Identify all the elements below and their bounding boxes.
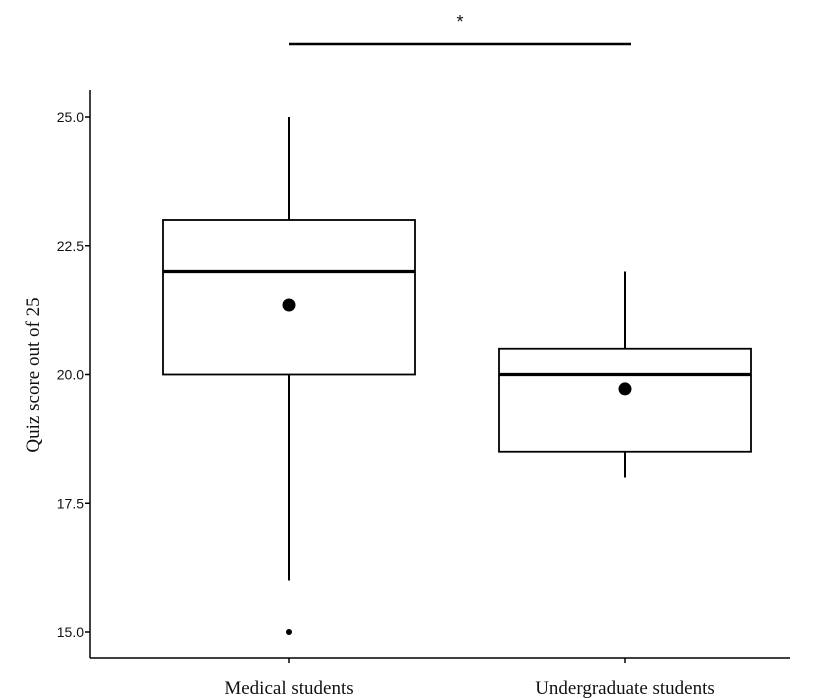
y-tick-label: 22.5 [57, 238, 84, 254]
x-ticks: Medical students Undergraduate students [224, 658, 715, 699]
mean-point [282, 298, 296, 312]
mean-point [618, 382, 632, 396]
y-tick-label: 17.5 [57, 495, 84, 511]
axes: 15.0 17.5 20.0 22.5 25.0 Medical students Und… [23, 90, 790, 699]
box-group [498, 271, 752, 478]
x-tick-label: Medical students [224, 678, 353, 699]
box [162, 219, 416, 376]
box [498, 347, 752, 453]
y-tick-label: 15.0 [57, 624, 84, 640]
x-tick-label: Undergraduate students [535, 678, 715, 699]
y-axis-title: Quiz score out of 25 [23, 297, 44, 452]
significance-label: * [456, 12, 463, 32]
y-tick-label: 25.0 [57, 109, 84, 125]
significance-annotation: * [289, 12, 631, 46]
outlier-point [286, 629, 292, 635]
boxes [162, 117, 752, 635]
box-group [162, 117, 416, 635]
y-tick-label: 20.0 [57, 367, 84, 383]
y-ticks: 15.0 17.5 20.0 22.5 25.0 [57, 109, 90, 640]
